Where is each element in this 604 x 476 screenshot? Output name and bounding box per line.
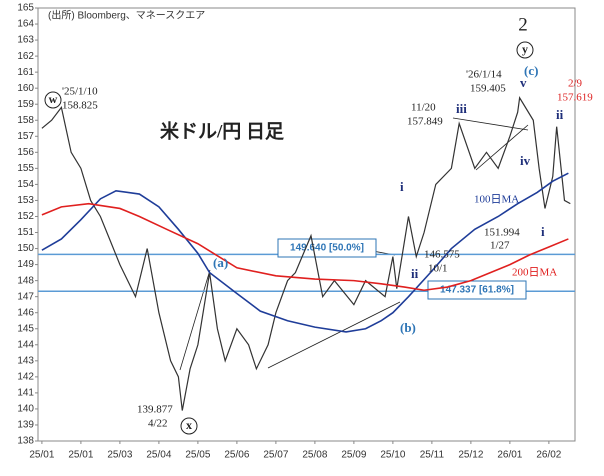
annotation: 139.877 [137, 404, 173, 416]
x-tick-label: 26/01 [497, 450, 522, 461]
annotation: ii [556, 107, 564, 122]
trendline [179, 269, 211, 371]
annotation: (c) [524, 63, 538, 78]
y-tick-label: 140 [17, 404, 34, 415]
x-tick-label: 25/04 [146, 450, 171, 461]
series-label: 200日MA [512, 267, 557, 279]
y-tick-label: 158 [17, 115, 34, 126]
y-tick-label: 149 [17, 259, 34, 270]
annotation: i [541, 224, 545, 239]
x-tick-label: 25/03 [107, 450, 132, 461]
annotation: 4/22 [148, 418, 168, 430]
annotation: x [186, 418, 192, 432]
x-tick-label: 25/09 [341, 450, 366, 461]
x-tick-label: 25/08 [302, 450, 327, 461]
annotation: iii [456, 101, 467, 116]
trendline [452, 117, 529, 131]
trendlines [179, 117, 529, 371]
annotation: 146.575 [424, 249, 460, 261]
x-tick-label: 25/12 [458, 450, 483, 461]
series-line [41, 172, 569, 333]
x-tick-label: 25/11 [420, 450, 445, 461]
annotation: 10/1 [428, 263, 448, 275]
y-tick-label: 143 [17, 355, 34, 366]
y-tick-label: 147 [17, 291, 34, 302]
annotation: 1/27 [490, 240, 510, 252]
annotation: (a) [213, 255, 228, 270]
series-line [41, 202, 569, 292]
y-tick-label: 165 [17, 3, 34, 14]
y-tick-label: 153 [17, 195, 34, 206]
annotation: 157.619 [557, 92, 593, 104]
x-tick-label: 25/10 [380, 450, 405, 461]
annotation: iv [520, 153, 531, 168]
level-label: 149.640 [50.0%] [290, 243, 364, 254]
y-tick-label: 150 [17, 243, 34, 254]
y-tick-label: 139 [17, 420, 34, 431]
annotation: '26/1/14 [466, 69, 502, 81]
x-tick-label: 25/05 [185, 450, 210, 461]
y-tick-label: 160 [17, 83, 34, 94]
y-tick-label: 151 [17, 227, 34, 238]
annotation: 2/9 [568, 78, 583, 90]
annotation: 11/20 [411, 102, 436, 114]
trendline [267, 301, 401, 369]
x-tick-label: 26/02 [536, 450, 561, 461]
annotation: w [49, 92, 58, 106]
annotation: 159.405 [470, 83, 506, 95]
source: (出所) Bloomberg、マネースクエア [48, 9, 205, 22]
level-box [277, 238, 377, 258]
annotation: y [522, 42, 528, 56]
y-tick-label: 163 [17, 35, 34, 46]
y-tick-label: 164 [17, 19, 34, 30]
y-tick-label: 157 [17, 131, 34, 142]
wave-circle [516, 41, 534, 59]
chart-title: 米ドル/円 日足 [160, 119, 285, 142]
wave-circle [180, 417, 198, 435]
y-tick-label: 141 [17, 388, 34, 399]
y-tick-label: 154 [17, 179, 34, 190]
wave-circle [44, 91, 62, 109]
x-tick-label: 25/01 [29, 450, 54, 461]
level-label: 147.337 [61.8%] [440, 285, 514, 296]
y-tick-label: 145 [17, 323, 34, 334]
y-tick-label: 161 [17, 67, 34, 78]
annotation: 2 [518, 14, 528, 35]
plot-frame [37, 7, 576, 442]
annotation: 157.849 [407, 116, 443, 128]
y-tick-label: 142 [17, 371, 34, 382]
annotation: i [400, 179, 404, 194]
y-tick-label: 146 [17, 307, 34, 318]
series-line [41, 96, 571, 411]
annotation: 151.994 [484, 227, 520, 239]
annotation: '25/1/10 [62, 86, 98, 98]
annotation: (b) [400, 320, 416, 335]
annotation: 158.825 [62, 100, 98, 112]
y-tick-label: 148 [17, 275, 34, 286]
y-tick-label: 159 [17, 99, 34, 110]
series-label: 100日MA [474, 194, 519, 206]
x-tick-label: 25/06 [224, 450, 249, 461]
y-tick-label: 162 [17, 51, 34, 62]
x-tick-label: 25/07 [263, 450, 288, 461]
y-tick-label: 144 [17, 339, 34, 350]
y-tick-label: 156 [17, 147, 34, 158]
annotation: ii [411, 266, 419, 281]
y-tick-label: 138 [17, 436, 34, 447]
y-tick-label: 155 [17, 163, 34, 174]
annotation: v [520, 75, 527, 90]
x-tick-label: 25/01 [68, 450, 93, 461]
trendline [475, 124, 529, 171]
y-tick-label: 152 [17, 211, 34, 222]
